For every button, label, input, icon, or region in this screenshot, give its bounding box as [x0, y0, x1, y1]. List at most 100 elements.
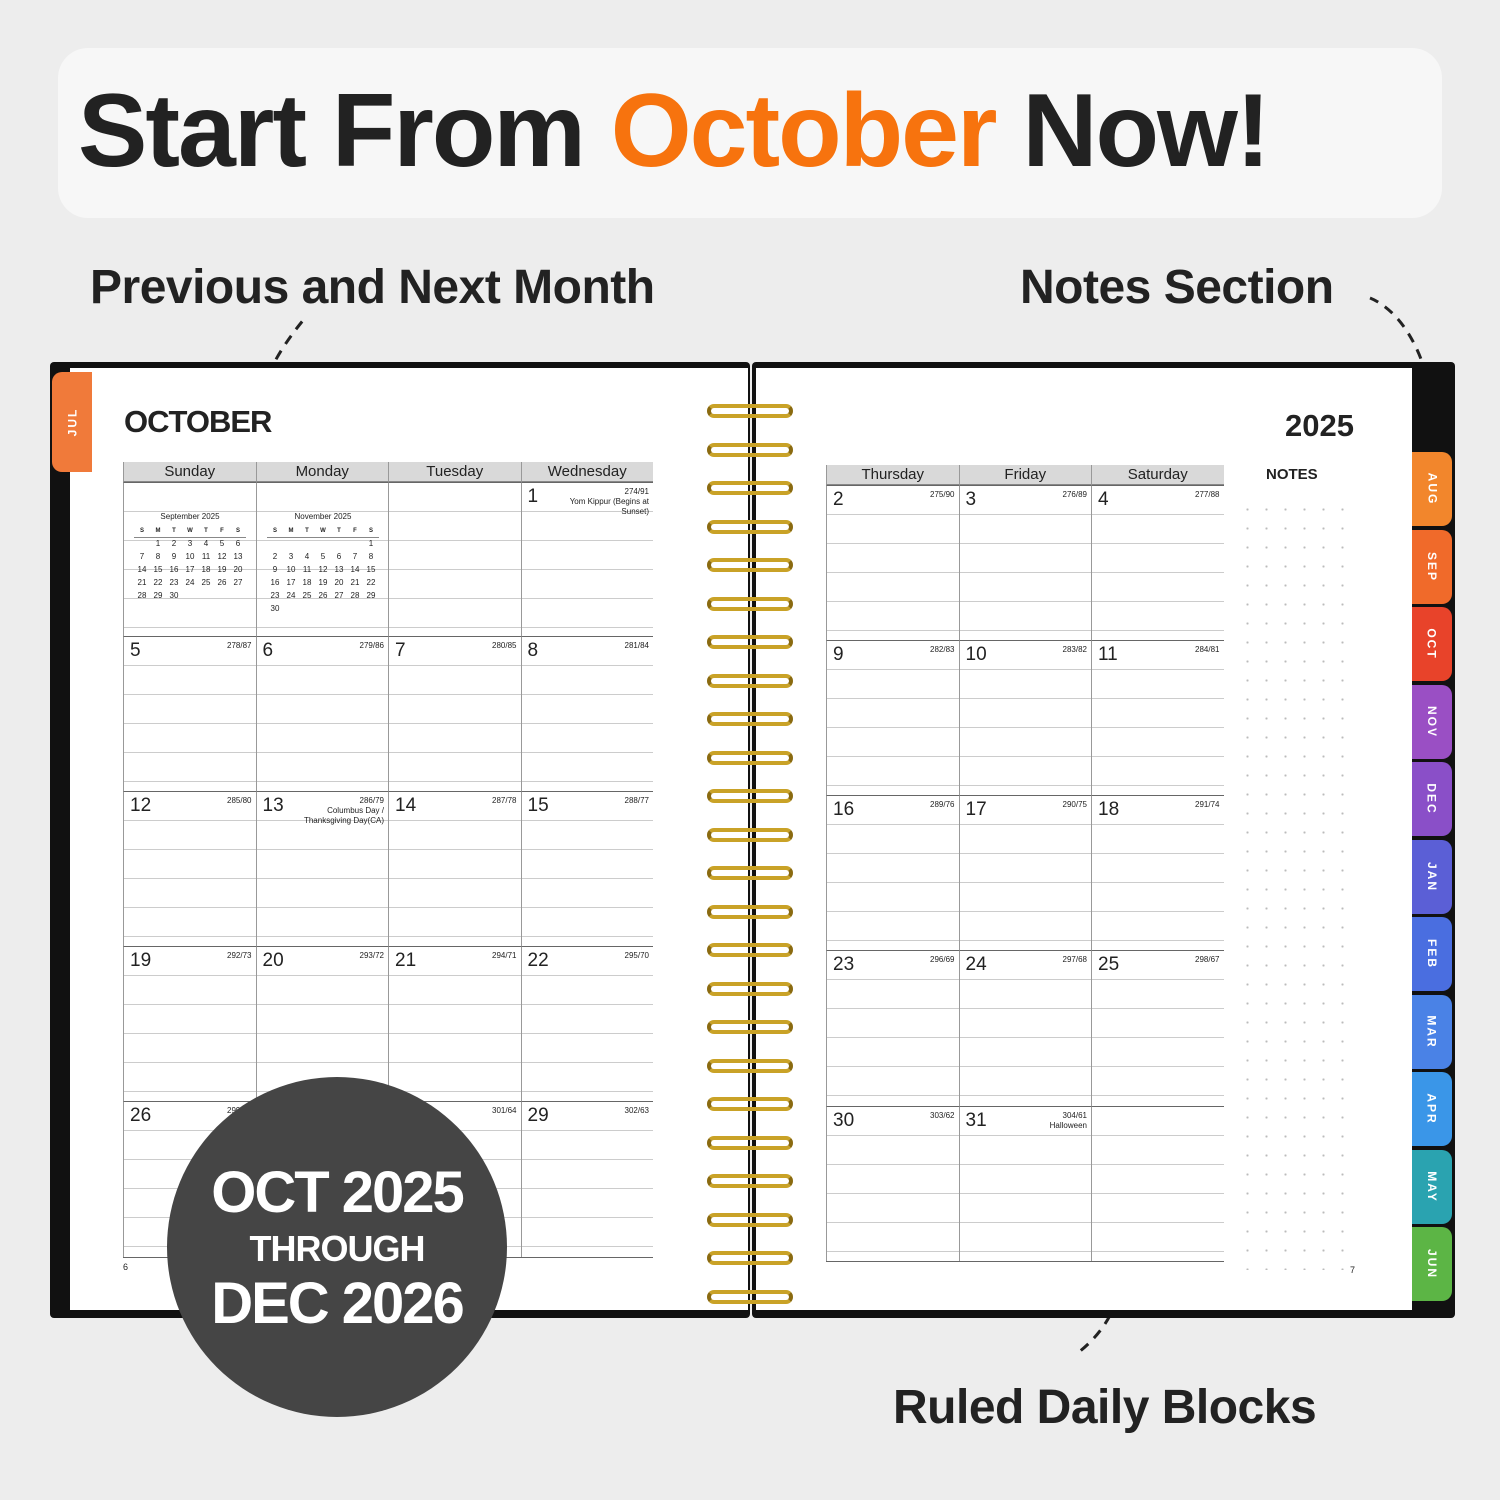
month-tab-feb[interactable]: FEB [1412, 917, 1452, 991]
mini-day [230, 589, 246, 602]
day-number: 31 [965, 1110, 987, 1131]
month-tab-aug[interactable]: AUG [1412, 452, 1452, 526]
notes-dot-grid[interactable] [1238, 500, 1358, 1270]
day-number: 16 [833, 799, 855, 820]
weekday-header: Monday [255, 462, 388, 482]
day-cell[interactable]: 31 304/61 Halloween [958, 1106, 1091, 1261]
month-tab-oct[interactable]: OCT [1412, 607, 1452, 681]
callout-notes: Notes Section [1020, 261, 1334, 314]
dow-label: T [299, 525, 315, 538]
day-cell[interactable]: 13 286/79 Columbus Day / Thanksgiving Day(… [255, 791, 388, 946]
month-tab-mar[interactable]: MAR [1412, 994, 1452, 1069]
day-cell[interactable]: 22 295/70 [520, 946, 653, 1101]
day-cell[interactable]: 18 291/74 [1091, 795, 1224, 950]
month-tab-jan[interactable]: JAN [1412, 839, 1452, 914]
day-cell[interactable]: 25 298/67 [1091, 950, 1224, 1106]
mini-calendar-grid: S M T W T F S 1 2 3 4 5 6 7 8 9 10 11 12 13 14 15 16 17 18 19 20 21… [267, 525, 379, 615]
day-cell[interactable]: 23 296/69 [826, 950, 959, 1106]
day-cell[interactable]: 10 283/82 [958, 640, 1091, 795]
day-count: 293/72 [360, 951, 384, 961]
day-cell[interactable]: 30 303/62 [826, 1106, 959, 1261]
day-cell[interactable]: 24 297/68 [958, 950, 1091, 1106]
day-cell[interactable]: 12 285/80 [123, 791, 256, 946]
headline-highlight: October [610, 73, 998, 189]
day-cell[interactable]: 7 280/85 [388, 636, 521, 791]
day-cell[interactable]: 2 275/90 [826, 485, 959, 640]
week-row: 28 29 30 [134, 589, 246, 602]
day-count: 287/78 [492, 796, 516, 806]
day-cell[interactable]: 9 282/83 [826, 640, 959, 795]
badge-line1: OCT 2025 [211, 1160, 465, 1225]
mini-day: 25 [201, 578, 211, 587]
day-cell[interactable]: 29 302/63 [520, 1101, 653, 1257]
spiral-coil [707, 404, 793, 418]
month-tab-apr[interactable]: APR [1412, 1072, 1452, 1146]
day-cell[interactable]: 17 290/75 [958, 795, 1091, 950]
day-cell[interactable]: 20 293/72 [255, 946, 388, 1101]
tab-jul[interactable]: JUL [52, 372, 92, 472]
month-tab-jun[interactable]: JUN [1412, 1227, 1452, 1301]
day-cell[interactable]: 16 289/76 [826, 795, 959, 950]
mini-day [198, 589, 214, 602]
day-number: 19 [130, 950, 152, 971]
day-of-year-count: 284/81 [1195, 645, 1220, 654]
mini-day: 14 [350, 565, 360, 574]
day-cell[interactable]: 6 279/86 [255, 636, 388, 791]
mini-day: 7 [352, 552, 358, 561]
day-number: 10 [965, 644, 987, 665]
spiral-coil [707, 519, 793, 534]
day-number: 21 [395, 950, 417, 971]
month-tab-nov[interactable]: NOV [1412, 684, 1452, 759]
mini-day: 24 [286, 591, 296, 600]
mini-day: 20 [334, 578, 344, 587]
day-cell[interactable]: 8 281/84 [520, 636, 653, 791]
day-count: 285/80 [227, 796, 251, 806]
mini-day: 22 [153, 578, 163, 587]
day-cell[interactable] [388, 482, 521, 636]
tab-label: DEC [1425, 783, 1439, 815]
week-row: 9 10 11 12 13 14 15 [267, 563, 379, 576]
mini-calendar: November 2025 S M T W T F S 1 2 3 4 5 6 7 8 9 10 11 12 13 14 1… [259, 512, 387, 615]
day-of-year-count: 296/69 [930, 955, 955, 964]
year-title: 2025 [1285, 408, 1354, 443]
day-of-year-count: 281/84 [624, 641, 649, 650]
tab-label: MAY [1424, 1170, 1439, 1203]
spiral-coil [707, 943, 793, 957]
day-of-year-count: 276/89 [1062, 490, 1087, 499]
day-cell[interactable]: 5 278/87 [123, 636, 256, 791]
spiral-coil [707, 750, 793, 765]
day-number: 14 [395, 795, 417, 816]
headline-banner [58, 48, 1442, 218]
spiral-coil [707, 442, 793, 457]
day-cell[interactable]: 3 276/89 [958, 485, 1091, 640]
day-cell[interactable]: 11 284/81 [1091, 640, 1224, 795]
mini-calendar-title: September 2025 [160, 512, 220, 521]
month-tab-dec[interactable]: DEC [1412, 762, 1452, 836]
mini-day: 3 [288, 552, 294, 561]
dow-label: F [347, 525, 363, 538]
day-cell[interactable]: 14 287/78 [388, 791, 521, 946]
spiral-coil [707, 1212, 793, 1227]
day-cell[interactable]: 4 277/88 [1091, 485, 1224, 640]
spiral-coil [707, 1058, 793, 1073]
mini-day [299, 537, 315, 550]
spiral-coil [707, 596, 793, 611]
dow-label: F [214, 525, 230, 538]
dow-label: M [150, 525, 166, 538]
day-cell[interactable]: 15 288/77 [520, 791, 653, 946]
day-cell[interactable] [123, 482, 256, 636]
tab-label: MAR [1424, 1014, 1439, 1049]
day-of-year-count: 289/76 [930, 800, 955, 809]
day-count: 283/82 [1063, 645, 1087, 655]
day-cell[interactable]: 1 274/91 Yom Kippur (Begins at Sunset) [520, 482, 653, 636]
day-cell[interactable]: 21 294/71 [388, 946, 521, 1101]
spiral-coil [707, 904, 793, 919]
day-cell[interactable] [1091, 1106, 1224, 1261]
day-of-year-count: 275/90 [930, 490, 955, 499]
month-tab-may[interactable]: MAY [1412, 1149, 1452, 1224]
day-cell[interactable] [255, 482, 388, 636]
month-tab-sep[interactable]: SEP [1412, 529, 1452, 604]
holiday-note: Columbus Day / Thanksgiving Day(CA) [303, 806, 384, 825]
day-cell[interactable]: 19 292/73 [123, 946, 256, 1101]
mini-day: 13 [334, 565, 344, 574]
